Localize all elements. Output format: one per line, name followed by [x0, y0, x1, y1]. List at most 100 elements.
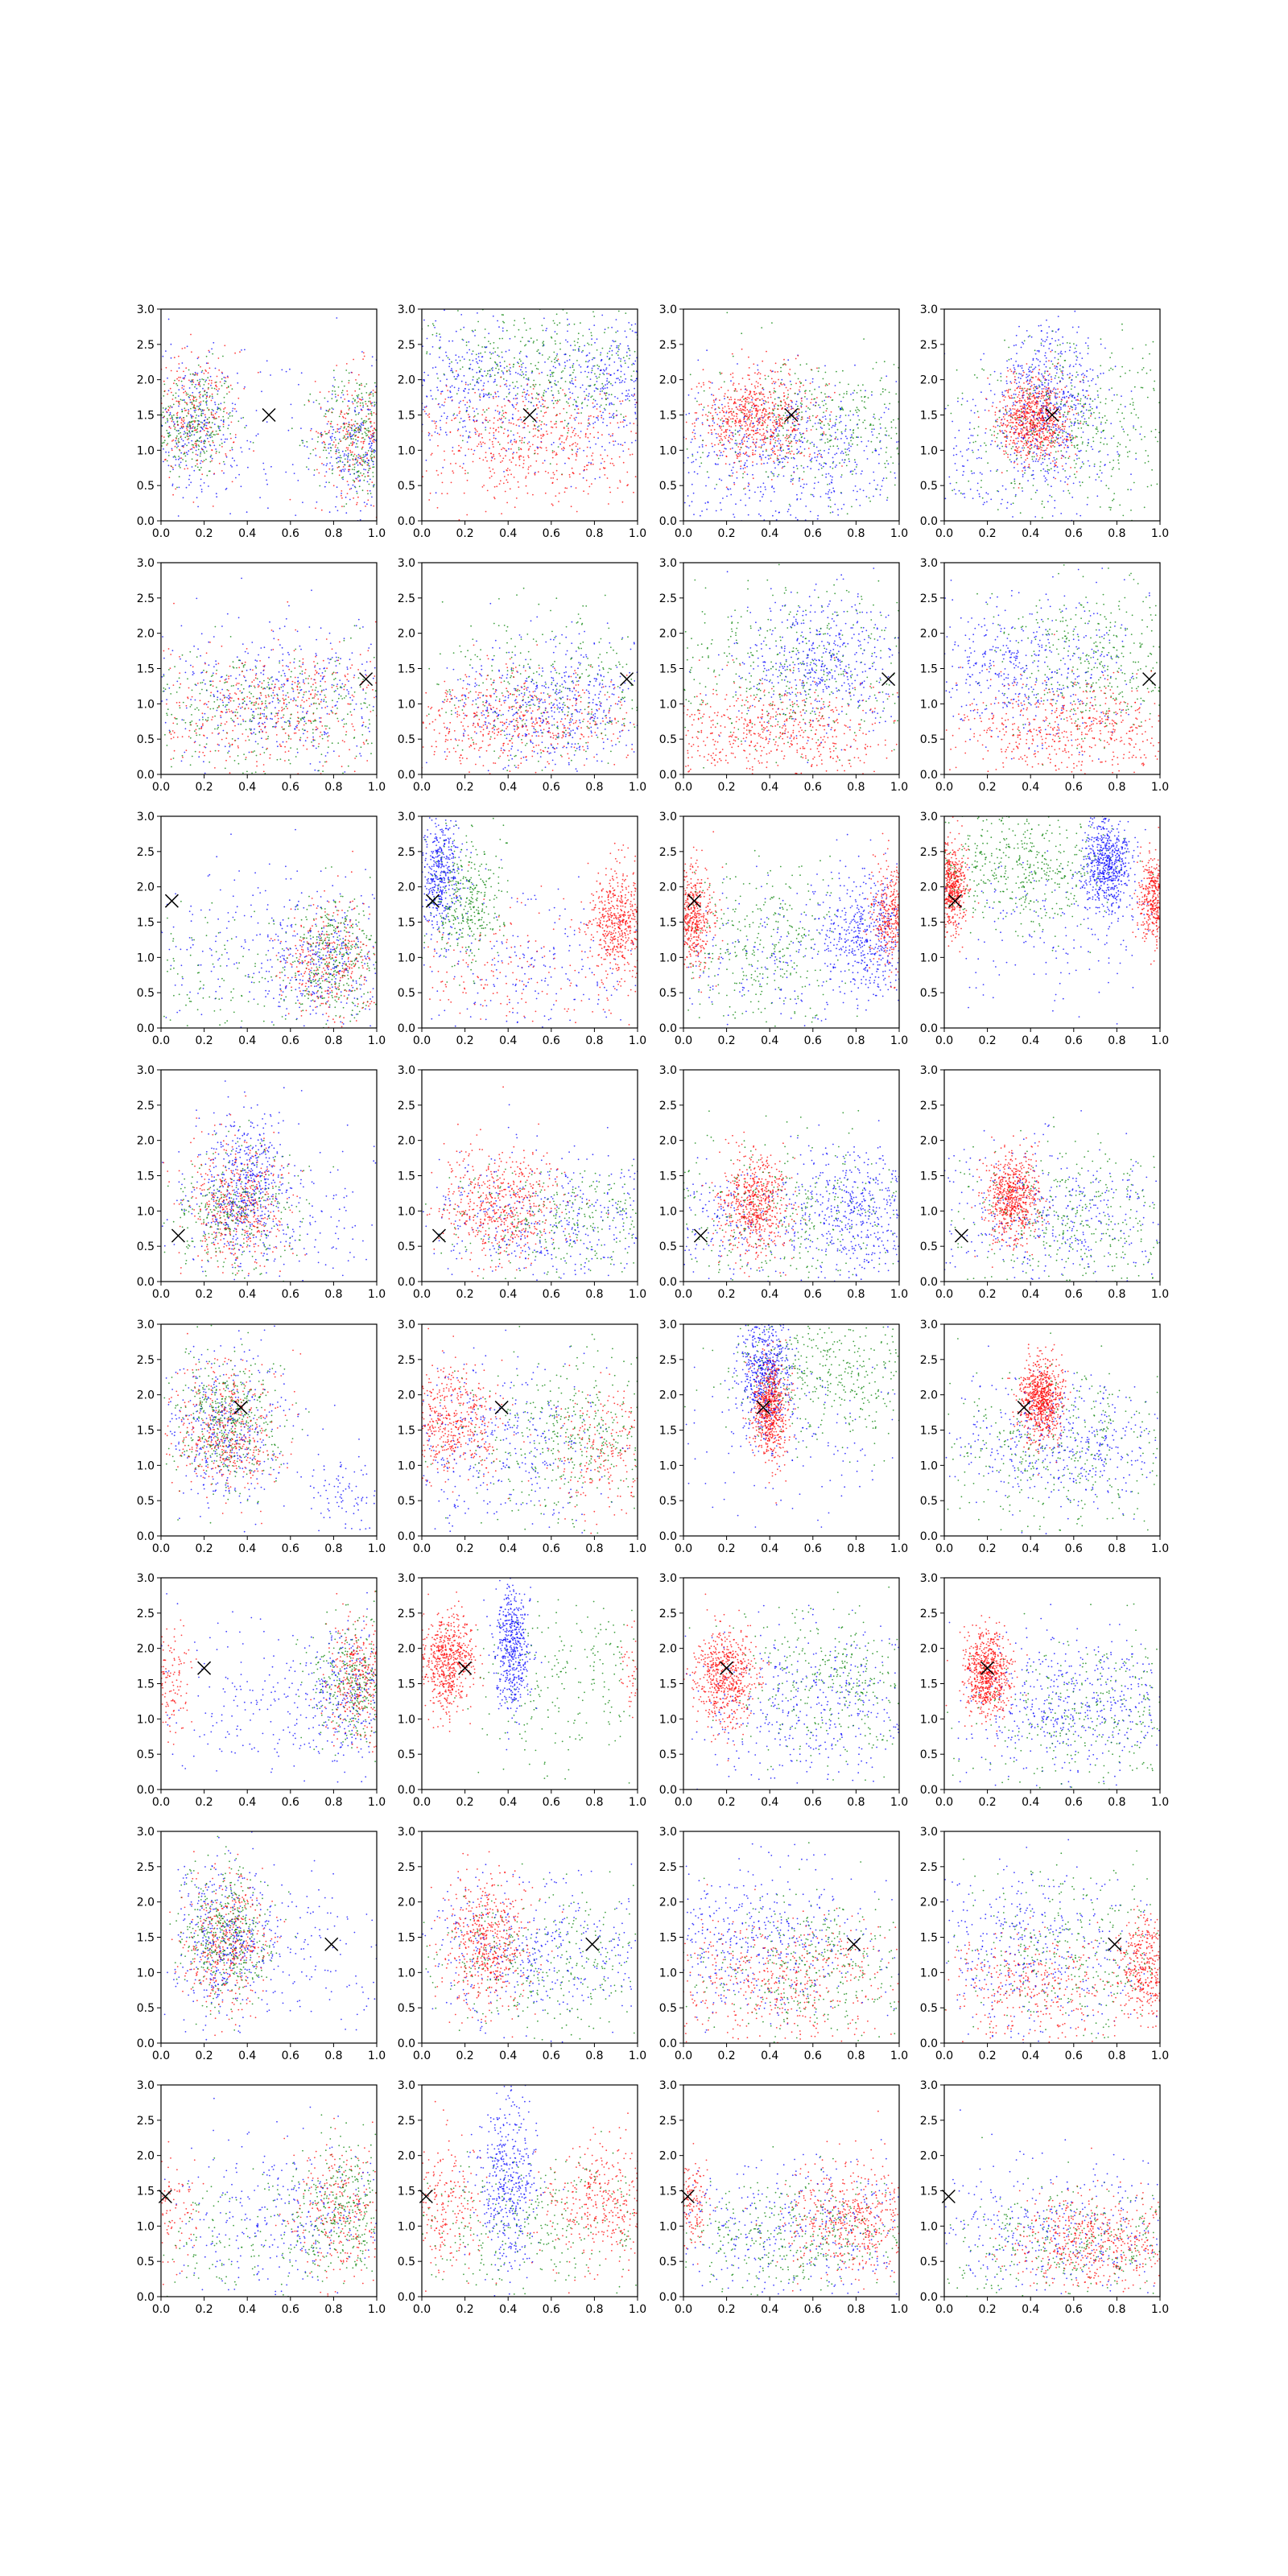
- scatter-point: [621, 365, 622, 368]
- scatter-point: [211, 408, 213, 411]
- scatter-point: [216, 433, 218, 436]
- scatter-point: [728, 411, 730, 414]
- scatter-point: [828, 473, 830, 475]
- scatter-point: [779, 444, 782, 446]
- scatter-point: [757, 382, 759, 384]
- scatter-point: [737, 363, 738, 365]
- y-tick-label: 2.0: [398, 374, 415, 387]
- scatter-point: [535, 368, 538, 369]
- scatter-point: [744, 453, 746, 456]
- scatter-point: [549, 463, 551, 465]
- scatter-point: [770, 369, 772, 372]
- scatter-point: [163, 380, 165, 382]
- scatter-point: [565, 394, 567, 396]
- scatter-point: [222, 355, 224, 357]
- scatter-point: [452, 340, 454, 342]
- scatter-point: [808, 456, 811, 457]
- scatter-point: [786, 461, 789, 464]
- scatter-point: [293, 473, 295, 474]
- scatter-point: [786, 416, 787, 419]
- scatter-point: [749, 409, 751, 411]
- scatter-point: [354, 435, 357, 437]
- scatter-point: [696, 419, 697, 421]
- scatter-point: [346, 493, 349, 494]
- scatter-point: [213, 418, 215, 419]
- scatter-point: [430, 390, 431, 391]
- scatter-point: [362, 404, 365, 407]
- scatter-point: [743, 413, 745, 415]
- scatter-point: [887, 463, 890, 465]
- scatter-point: [372, 463, 374, 465]
- scatter-point: [225, 381, 227, 382]
- scatter-point: [472, 460, 474, 463]
- scatter-point: [341, 470, 342, 473]
- scatter-point: [800, 452, 803, 454]
- scatter-point: [523, 416, 525, 418]
- scatter-point: [729, 411, 732, 413]
- scatter-point: [828, 452, 830, 454]
- scatter-point: [873, 479, 875, 481]
- scatter-point: [1057, 472, 1059, 473]
- scatter-point: [755, 381, 758, 382]
- scatter-point: [568, 398, 570, 400]
- scatter-point: [182, 377, 184, 379]
- scatter-point: [353, 469, 356, 471]
- scatter-point: [515, 497, 518, 499]
- scatter-point: [455, 359, 457, 361]
- scatter-point: [724, 406, 726, 407]
- scatter-point: [1010, 448, 1013, 450]
- scatter-point: [836, 428, 839, 431]
- scatter-point: [691, 438, 693, 440]
- scatter-point: [740, 499, 741, 502]
- scatter-point: [708, 411, 710, 414]
- scatter-point: [185, 367, 188, 369]
- scatter-point: [809, 382, 811, 385]
- scatter-point: [332, 390, 333, 392]
- scatter-point: [613, 415, 615, 418]
- scatter-point: [266, 483, 268, 485]
- scatter-point: [851, 506, 852, 508]
- scatter-point: [494, 351, 497, 353]
- scatter-point: [800, 419, 803, 421]
- scatter-point: [716, 423, 719, 425]
- scatter-point: [787, 394, 790, 395]
- scatter-point: [719, 399, 720, 402]
- scatter-point: [204, 423, 206, 425]
- scatter-point: [493, 456, 495, 457]
- scatter-point: [746, 419, 749, 421]
- scatter-point: [624, 381, 625, 383]
- scatter-point: [752, 473, 753, 476]
- scatter-point: [366, 481, 369, 483]
- scatter-point: [745, 445, 747, 448]
- scatter-point: [731, 353, 733, 355]
- scatter-point: [176, 421, 179, 423]
- scatter-point: [184, 443, 186, 445]
- scatter-point: [869, 482, 871, 485]
- scatter-point: [759, 419, 762, 420]
- scatter-point: [811, 460, 812, 463]
- scatter-point: [365, 400, 366, 402]
- scatter-point: [883, 411, 886, 414]
- scatter-point: [786, 444, 788, 447]
- scatter-point: [503, 471, 505, 473]
- scatter-point: [517, 432, 518, 434]
- scatter-point: [328, 444, 330, 445]
- scatter-point: [550, 336, 552, 338]
- scatter-point: [483, 382, 485, 384]
- scatter-point: [183, 399, 185, 401]
- scatter-point: [512, 382, 514, 384]
- scatter-point: [211, 422, 213, 423]
- scatter-point: [496, 485, 498, 488]
- scatter-point: [372, 432, 374, 435]
- scatter-point: [748, 397, 750, 399]
- scatter-point: [574, 345, 576, 346]
- scatter-point: [776, 420, 778, 423]
- scatter-point: [180, 418, 183, 420]
- scatter-point: [1063, 442, 1065, 444]
- scatter-point: [606, 386, 609, 389]
- scatter-point: [167, 393, 169, 395]
- scatter-point: [341, 493, 342, 494]
- scatter-point: [540, 441, 543, 444]
- scatter-point: [625, 336, 628, 338]
- scatter-point: [178, 456, 180, 457]
